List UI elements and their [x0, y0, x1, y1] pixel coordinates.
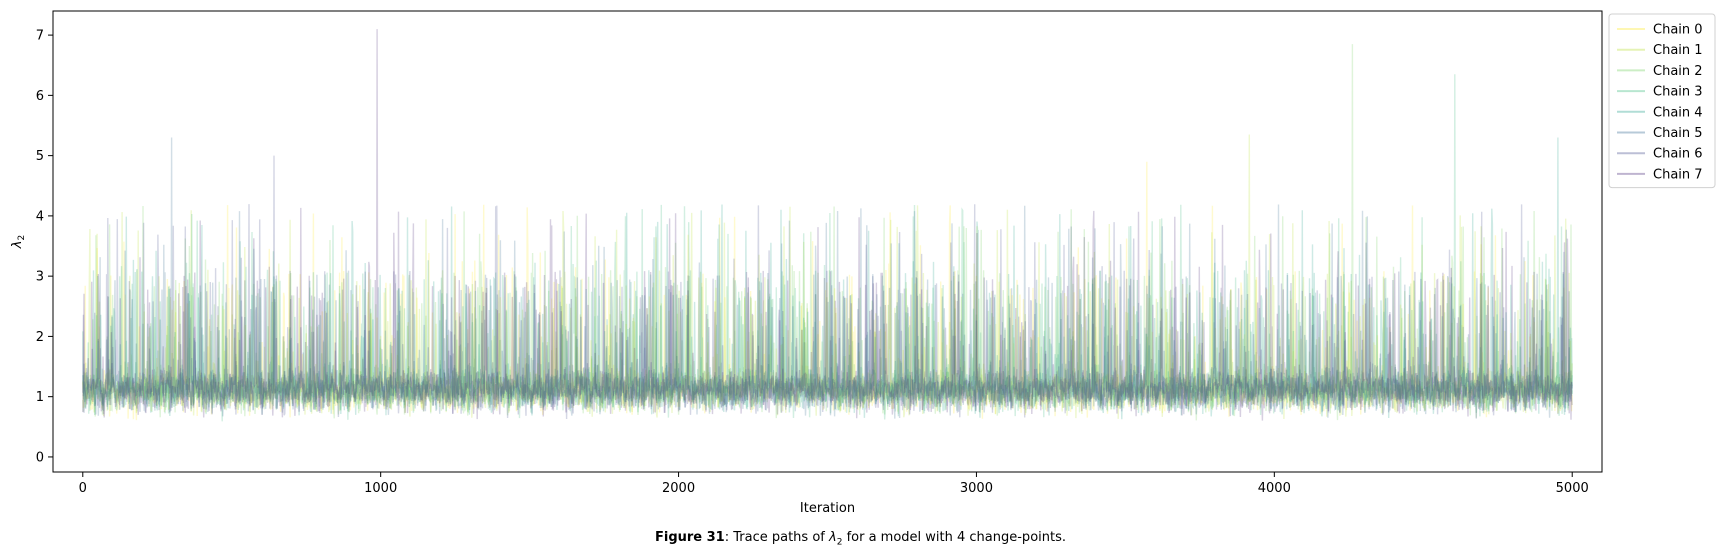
y-axis-label-symbol: λ	[10, 241, 25, 250]
x-tick-label: 5000	[1556, 481, 1589, 496]
figure-caption: Figure 31: Trace paths of λ2 for a model…	[0, 530, 1721, 548]
legend-entry: Chain 2	[1653, 64, 1703, 79]
y-axis: 0 1 2 3 4 5 6 7	[36, 29, 53, 465]
trace-chain-7	[82, 29, 1573, 421]
caption-text-before: : Trace paths of	[724, 530, 829, 545]
y-tick-label: 0	[36, 450, 44, 465]
legend-entry: Chain 5	[1653, 126, 1703, 141]
trace-lines	[82, 29, 1573, 422]
legend-entry: Chain 3	[1653, 85, 1703, 100]
x-axis-label: Iteration	[800, 501, 855, 516]
trace-chain-3	[82, 74, 1573, 422]
x-tick-label: 1000	[364, 481, 397, 496]
trace-chain-5	[82, 137, 1573, 419]
trace-chain-0	[82, 161, 1573, 421]
y-tick-label: 6	[36, 89, 44, 104]
trace-chain-6	[82, 155, 1573, 420]
trace-plot: 0 1000 2000 3000 4000 5000 0 1 2 3 4 5 6 7 Iteration…	[10, 10, 1716, 516]
trace-chain-2	[82, 44, 1573, 421]
y-tick-label: 1	[36, 390, 44, 405]
x-tick-label: 0	[79, 481, 87, 496]
plot-frame	[52, 10, 1603, 473]
y-tick-label: 4	[36, 209, 44, 224]
figure-label: Figure 31	[654, 530, 725, 545]
caption-symbol: λ	[829, 530, 837, 545]
x-tick-label: 4000	[1258, 481, 1291, 496]
caption-symbol-subscript: 2	[836, 537, 843, 548]
trace-chain-1	[82, 134, 1573, 420]
x-axis: 0 1000 2000 3000 4000 5000	[79, 472, 1589, 496]
legend-entry: Chain 7	[1653, 167, 1703, 182]
legend-entry: Chain 6	[1653, 147, 1703, 162]
y-tick-label: 2	[36, 330, 44, 345]
caption-text-after: for a model with 4 change-points.	[842, 530, 1066, 545]
legend-entry: Chain 1	[1653, 43, 1703, 58]
legend-entry: Chain 4	[1653, 105, 1703, 120]
legend: Chain 0 Chain 1 Chain 2 Chain 3 Chain 4 Chain…	[1608, 13, 1716, 189]
x-tick-label: 2000	[662, 481, 695, 496]
legend-entry: Chain 0	[1653, 23, 1703, 38]
y-tick-label: 7	[36, 29, 44, 44]
x-tick-label: 3000	[960, 481, 993, 496]
y-axis-label: λ2	[10, 235, 27, 249]
y-tick-label: 5	[36, 149, 44, 164]
y-axis-label-subscript: 2	[17, 235, 27, 241]
y-tick-label: 3	[36, 270, 44, 285]
legend-box	[1608, 13, 1716, 189]
trace-chain-4	[82, 137, 1573, 420]
